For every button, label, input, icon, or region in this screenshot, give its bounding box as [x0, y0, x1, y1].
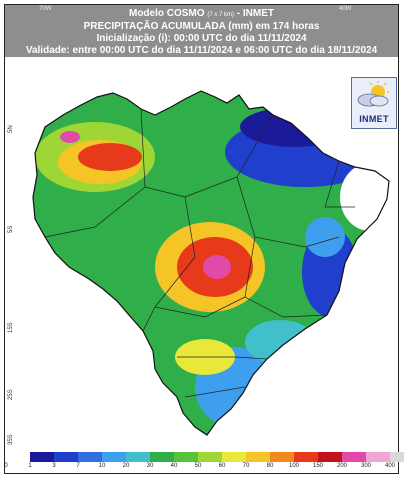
country-border	[32, 90, 390, 436]
lat-label-25s: 25S	[8, 389, 14, 400]
legend-tick-label: 70	[242, 463, 250, 469]
field-cyan-southeast	[245, 320, 315, 364]
legend-tick-label: 7	[76, 463, 80, 469]
legend-swatch	[246, 452, 270, 462]
border-central-west	[142, 196, 196, 332]
model-name: Modelo COSMO	[128, 8, 205, 19]
legend-swatch	[174, 452, 198, 462]
precipitation-map	[32, 90, 390, 436]
legend-swatch	[294, 452, 318, 462]
legend-swatch	[318, 452, 342, 462]
field-magenta-central	[203, 255, 231, 279]
field-light-blue-east	[305, 217, 345, 257]
legend-swatch	[366, 452, 390, 462]
field-dry-northeast	[340, 163, 389, 231]
border-southeast	[244, 236, 328, 318]
border-south	[177, 356, 268, 360]
inmet-logo-text: INMET	[359, 114, 389, 124]
model-source: - INMET	[236, 8, 274, 19]
legend-tick-label: 150	[312, 463, 324, 469]
validity-text: Validade: entre 00:00 UTC do dia 11/11/2…	[25, 45, 378, 56]
legend-swatch	[150, 452, 174, 462]
legend-tick-label: 20	[122, 463, 130, 469]
legend-tick-label: 300	[360, 463, 372, 469]
legend-swatch	[270, 452, 294, 462]
lat-label-15s: 15S	[8, 322, 14, 333]
state-borders	[44, 108, 355, 398]
legend-tick-label: 40	[170, 463, 178, 469]
legend-tick-label: 200	[336, 463, 348, 469]
map-title: PRECIPITAÇÃO ACUMULADA (mm) em 174 horas	[83, 21, 320, 32]
legend-tick-label: 1	[28, 463, 32, 469]
lat-label-5n: 5N	[8, 125, 14, 133]
legend-tick-label: 10	[98, 463, 106, 469]
legend-swatch	[342, 452, 366, 462]
border-south-central	[154, 296, 246, 318]
legend-swatch	[6, 452, 30, 462]
legend-tick-label: 400	[384, 463, 396, 469]
lon-label-40w: 40W	[339, 6, 352, 12]
legend-tick-label: 30	[146, 463, 154, 469]
model-resolution: (7 x 7 km)	[207, 12, 234, 18]
legend-swatch	[78, 452, 102, 462]
lat-label-35s: 35S	[8, 434, 14, 445]
legend-tick-label: 50	[194, 463, 202, 469]
field-pink-amazon	[60, 131, 80, 143]
lon-label-70w: 70W	[39, 6, 52, 12]
border-west	[44, 186, 146, 238]
border-far-south	[184, 386, 246, 398]
inmet-logo: INMET	[351, 77, 397, 129]
legend-swatch	[222, 452, 246, 462]
border-northeast	[324, 160, 355, 208]
map-header: 70W 40W Modelo COSMO (7 x 7 km) - INMET …	[5, 5, 398, 57]
legend-swatch	[198, 452, 222, 462]
sun-cloud-icon	[352, 78, 396, 112]
legend-swatch	[390, 452, 404, 462]
initialization-text: Inicialização (i): 00:00 UTC do dia 11/1…	[96, 33, 307, 44]
border-central-east	[236, 176, 340, 248]
legend-tick-label: 80	[266, 463, 274, 469]
legend-tick-label: 3	[52, 463, 56, 469]
color-legend	[6, 452, 404, 462]
model-line: Modelo COSMO (7 x 7 km) - INMET	[5, 8, 398, 21]
legend-swatch	[54, 452, 78, 462]
map-frame: 70W 40W Modelo COSMO (7 x 7 km) - INMET …	[4, 4, 399, 474]
legend-tick-label: 100	[288, 463, 300, 469]
legend-ticks: 0 1 3 7 10 20 30 40 50 60 70 80 100 150 200 300 400	[4, 463, 395, 471]
legend-tick-label: 0	[4, 463, 8, 469]
legend-swatch	[102, 452, 126, 462]
lat-label-5s: 5S	[8, 225, 14, 233]
field-red-amazon	[78, 143, 142, 171]
legend-swatch	[30, 452, 54, 462]
legend-swatch	[126, 452, 150, 462]
legend-tick-label: 60	[218, 463, 226, 469]
